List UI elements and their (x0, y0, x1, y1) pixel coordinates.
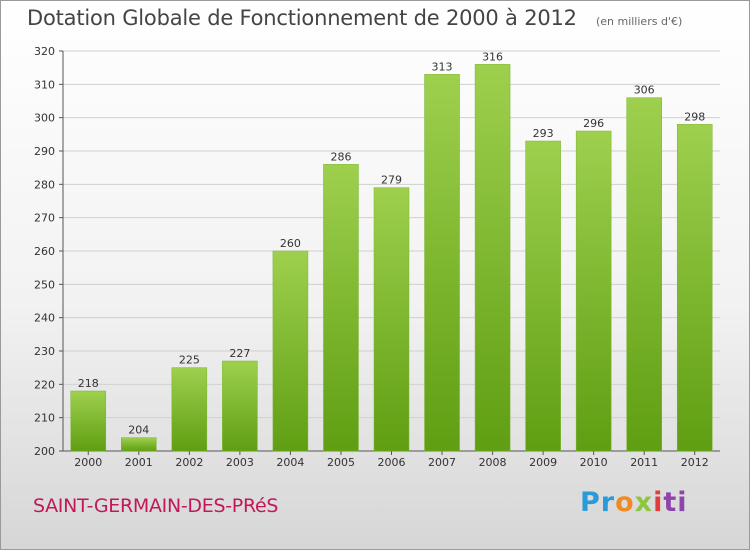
data-label: 316 (482, 50, 503, 63)
y-tick-label: 280 (34, 178, 55, 191)
bar (323, 164, 359, 452)
logo-part: ti (663, 487, 688, 518)
y-tick-label: 270 (34, 212, 55, 225)
x-tick-label: 2004 (276, 456, 304, 469)
data-label: 227 (229, 347, 250, 360)
bar (626, 97, 662, 452)
x-tick-label: 2001 (125, 456, 153, 469)
y-tick-label: 290 (34, 145, 55, 158)
x-tick-label: 2008 (479, 456, 507, 469)
labels: 2000 218 2001 204 2002 225 2003 227 2004 260 2005 2… (74, 50, 708, 469)
data-label: 306 (634, 84, 655, 97)
y-tick-label: 300 (34, 112, 55, 125)
logo-part: o (615, 487, 635, 518)
y-tick-label: 210 (34, 412, 55, 425)
x-tick-label: 2000 (74, 456, 102, 469)
chart-title: Dotation Globale de Fonctionnement de 20… (27, 6, 577, 30)
y-tick-label: 310 (34, 78, 55, 91)
x-tick-label: 2002 (175, 456, 203, 469)
data-label: 225 (179, 354, 200, 367)
y-tick-label: 240 (34, 312, 55, 325)
bar (121, 437, 157, 452)
y-tick-label: 260 (34, 245, 55, 258)
bar (474, 64, 511, 452)
data-label: 296 (583, 117, 604, 130)
data-label: 279 (381, 174, 402, 187)
x-tick-label: 2010 (580, 456, 608, 469)
x-tick-label: 2006 (378, 456, 406, 469)
place-name: SAINT-GERMAIN-DES-PRéS (33, 495, 279, 517)
data-label: 313 (432, 60, 453, 73)
bar (676, 124, 713, 452)
y-tick-label: 320 (34, 45, 55, 58)
logo-part: Pr (580, 487, 616, 518)
x-tick-label: 2011 (630, 456, 658, 469)
chart-header: Dotation Globale de Fonctionnement de 20… (27, 6, 682, 30)
y-tick-label: 230 (34, 345, 55, 358)
bar (424, 74, 460, 452)
bar (171, 367, 208, 452)
proxiti-logo: Proxiti (580, 487, 688, 518)
data-label: 260 (280, 237, 301, 250)
data-label: 298 (684, 110, 705, 123)
bar (222, 360, 258, 452)
x-tick-label: 2003 (226, 456, 254, 469)
y-tick-label: 200 (34, 445, 55, 458)
logo-part: x (634, 487, 654, 518)
data-label: 293 (533, 127, 554, 140)
logo-part: i (653, 487, 664, 518)
bar (373, 187, 410, 452)
chart-unit: (en milliers d'€) (595, 15, 683, 28)
bar (575, 130, 612, 452)
data-label: 286 (330, 150, 351, 163)
x-tick-label: 2009 (529, 456, 557, 469)
x-tick-label: 2012 (681, 456, 709, 469)
bar (525, 140, 561, 452)
x-tick-label: 2005 (327, 456, 355, 469)
bars (70, 64, 713, 452)
bar (70, 390, 107, 452)
data-label: 204 (128, 424, 149, 437)
x-tick-label: 2007 (428, 456, 456, 469)
bar (272, 250, 309, 452)
y-tick-label: 250 (34, 278, 55, 291)
data-label: 218 (78, 377, 99, 390)
y-tick-label: 220 (34, 378, 55, 391)
